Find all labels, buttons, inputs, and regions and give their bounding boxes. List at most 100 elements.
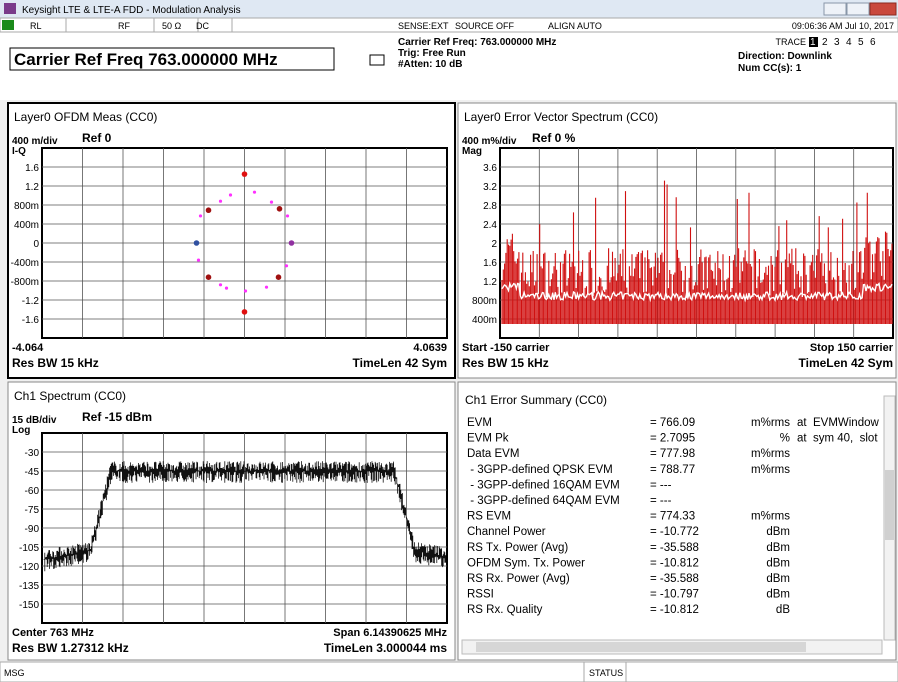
constellation-point — [241, 171, 248, 177]
constellation-point — [264, 285, 269, 289]
y-tick-label: 1.2 — [483, 277, 497, 288]
y-tick-label: -45 — [25, 467, 40, 478]
constellation-point — [228, 193, 233, 197]
metric-label: EVM — [467, 417, 492, 429]
trace-label: TRACE — [775, 37, 806, 47]
metric-value: = -35.588 — [650, 573, 699, 585]
metric-value: = -10.812 — [650, 604, 699, 616]
status-item: SENSE:EXT — [398, 21, 449, 31]
metric-unit: m%rms — [751, 448, 790, 460]
panel-title: Layer0 Error Vector Spectrum (CC0) — [464, 110, 658, 124]
scale: 400 m%/div — [462, 136, 517, 147]
constellation-point — [275, 274, 282, 281]
time-len: TimeLen 42 Sym — [799, 356, 894, 370]
metric-label: Data EVM — [467, 448, 519, 460]
x-stop-label: Stop 150 carrier — [810, 342, 894, 354]
metric-label: RS EVM — [467, 511, 511, 523]
summary-panel — [457, 381, 897, 661]
metric-value: = --- — [650, 495, 672, 507]
trigger-icon — [369, 54, 385, 66]
y-tick-label: -75 — [25, 505, 40, 516]
constellation-point — [243, 289, 248, 293]
metric-label: EVM Pk — [467, 433, 509, 445]
maximize-button[interactable] — [846, 2, 870, 16]
constellation-point — [284, 264, 289, 268]
header-info: Trig: Free Run — [398, 48, 466, 59]
y-tick-label: 1.2 — [25, 182, 39, 193]
title-bar — [0, 0, 898, 18]
constellation-point — [276, 206, 283, 212]
metric-unit: m%rms — [751, 511, 790, 523]
header-info: Carrier Ref Freq: 763.000000 MHz — [398, 37, 556, 48]
metric-label: - 3GPP-defined QPSK EVM — [467, 464, 613, 476]
status-item: RF — [118, 21, 130, 31]
res-bw: Res BW 15 kHz — [12, 356, 99, 370]
y-tick-label: 2.4 — [483, 220, 497, 231]
minimize-button[interactable] — [823, 2, 847, 16]
y-tick-label: -400m — [11, 258, 39, 269]
y-tick-label: 0 — [33, 239, 39, 250]
status-item: 50 Ω — [162, 21, 182, 31]
scale: 400 m/div — [12, 136, 58, 147]
res-bw: Res BW 1.27312 kHz — [12, 641, 129, 655]
y-tick-label: -1.6 — [22, 315, 40, 326]
window-title: Keysight LTE & LTE-A FDD - Modulation An… — [22, 5, 241, 16]
y-tick-label: 2 — [491, 239, 497, 250]
lxi-icon — [2, 20, 14, 30]
constellation-point — [241, 309, 248, 315]
constellation-point — [269, 200, 274, 204]
x-start-label: Center 763 MHz — [12, 627, 94, 639]
direction: Direction: Downlink — [738, 51, 832, 62]
y-tick-label: 1.6 — [483, 258, 497, 269]
x-stop-label: 4.0639 — [413, 342, 447, 354]
message-bar — [0, 661, 898, 682]
carrier-box — [9, 47, 335, 71]
constellation-point — [252, 190, 257, 194]
trace-number: 6 — [870, 37, 876, 48]
metric-unit: % — [780, 433, 790, 445]
metric-label: RSSI — [467, 589, 494, 601]
scroll-thumb[interactable] — [885, 470, 894, 540]
hscroll-thumb[interactable] — [476, 642, 806, 652]
metric-unit: dBm — [766, 589, 790, 601]
metric-value: = 774.33 — [650, 511, 695, 523]
metric-label: - 3GPP-defined 64QAM EVM — [467, 495, 620, 507]
close-button[interactable] — [869, 2, 897, 16]
y-tick-label: -120 — [19, 562, 39, 573]
res-bw: Res BW 15 kHz — [462, 356, 549, 370]
trace-number: 3 — [834, 37, 840, 48]
panel-title: Layer0 OFDM Meas (CC0) — [14, 110, 157, 124]
metric-label: RS Tx. Power (Avg) — [467, 542, 568, 554]
metric-value: = -10.812 — [650, 557, 699, 569]
status-item: ALIGN AUTO — [548, 21, 602, 31]
trace-number: 1 — [810, 37, 816, 48]
x-stop-label: Span 6.14390625 MHz — [333, 627, 447, 639]
metric-label: Channel Power — [467, 526, 546, 538]
unit-label: Log — [12, 425, 30, 436]
status-label: STATUS — [589, 668, 623, 678]
metric-unit: dBm — [766, 573, 790, 585]
metric-unit: dBm — [766, 557, 790, 569]
constellation-point — [218, 199, 223, 203]
num-cc: Num CC(s): 1 — [738, 63, 802, 74]
y-tick-label: -60 — [25, 486, 40, 497]
metric-value: = --- — [650, 479, 672, 491]
metric-unit: dBm — [766, 526, 790, 538]
evm-average — [501, 281, 893, 303]
trace-number: 4 — [846, 37, 852, 48]
trace-active — [809, 37, 818, 47]
unit-label: I-Q — [12, 146, 26, 157]
summary-title: Ch1 Error Summary (CC0) — [465, 393, 607, 407]
metric-value: = 766.09 — [650, 417, 695, 429]
time-len: TimeLen 3.000044 ms — [324, 641, 448, 655]
metric-label: RS Rx. Quality — [467, 604, 543, 616]
scale: 15 dB/div — [12, 415, 57, 426]
y-tick-label: 3.6 — [483, 163, 497, 174]
constellation-point — [205, 207, 212, 214]
status-item: DC — [196, 21, 209, 31]
y-tick-label: -800m — [11, 277, 39, 288]
metric-label: OFDM Sym. Tx. Power — [467, 557, 585, 569]
metric-note: at sym 40, slot — [797, 433, 878, 445]
app-icon — [4, 3, 16, 14]
